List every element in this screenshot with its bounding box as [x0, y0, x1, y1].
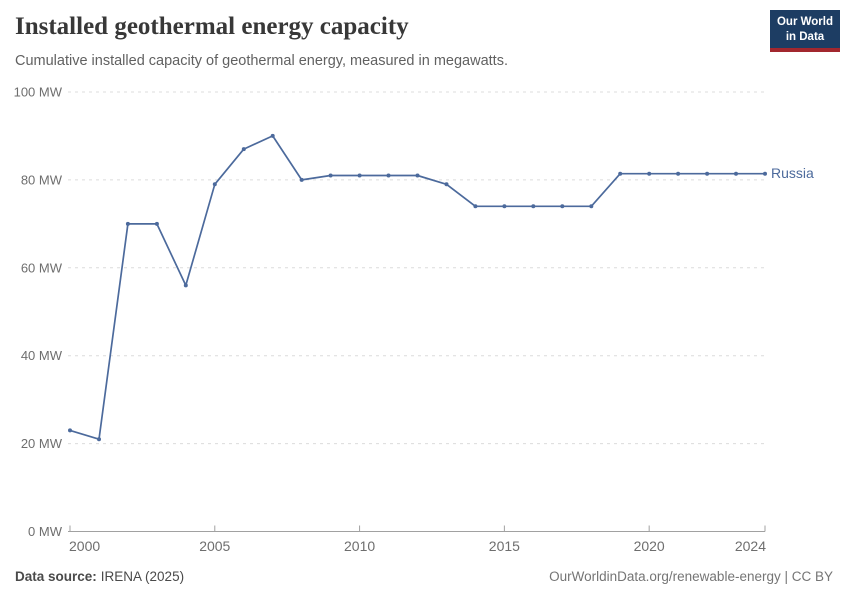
- data-point-marker: [183, 283, 188, 288]
- data-point-marker: [473, 204, 478, 209]
- y-tick-label: 20 MW: [21, 436, 63, 451]
- data-point-marker: [212, 182, 217, 187]
- x-tick-label: 2020: [634, 538, 665, 554]
- data-point-marker: [328, 173, 333, 178]
- data-point-marker: [68, 428, 72, 433]
- data-point-marker: [270, 133, 275, 138]
- x-tick-label: 2015: [489, 538, 520, 554]
- data-point-marker: [618, 171, 623, 176]
- data-source-label: Data source:: [15, 569, 97, 584]
- data-point-marker: [502, 204, 507, 209]
- data-point-marker: [531, 204, 536, 209]
- series-end-label: Russia: [771, 165, 814, 181]
- x-tick-label: 2024: [735, 538, 766, 554]
- data-point-marker: [154, 221, 159, 226]
- x-tick-label: 2005: [199, 538, 230, 554]
- data-point-marker: [763, 171, 767, 176]
- data-point-marker: [705, 171, 710, 176]
- data-point-marker: [97, 437, 101, 442]
- license-link[interactable]: OurWorldinData.org/renewable-energy | CC…: [549, 569, 833, 584]
- data-point-marker: [415, 173, 420, 178]
- data-point-marker: [357, 173, 362, 178]
- data-point-marker: [647, 171, 652, 176]
- data-point-marker: [386, 173, 391, 178]
- data-source: Data source: IRENA (2025): [15, 569, 184, 584]
- owid-logo-line2: in Data: [785, 30, 825, 43]
- y-tick-label: 40 MW: [21, 348, 63, 363]
- y-tick-label: 60 MW: [21, 260, 63, 275]
- y-tick-label: 0 MW: [28, 524, 63, 539]
- owid-logo-line1: Our World: [776, 16, 833, 28]
- owid-logo[interactable]: Our World in Data: [770, 10, 840, 52]
- y-tick-label: 80 MW: [21, 172, 63, 187]
- data-point-marker: [589, 204, 594, 209]
- data-point-marker: [299, 177, 304, 182]
- chart-subtitle: Cumulative installed capacity of geother…: [15, 53, 508, 69]
- data-point-marker: [560, 204, 565, 209]
- data-point-marker: [125, 221, 130, 226]
- page-title: Installed geothermal energy capacity: [15, 13, 409, 40]
- data-point-marker: [241, 147, 246, 152]
- data-point-marker: [444, 182, 449, 187]
- data-source-value: IRENA (2025): [100, 569, 185, 584]
- data-point-marker: [734, 171, 738, 176]
- x-tick-label: 2010: [344, 538, 375, 554]
- series-line-russia: [69, 135, 765, 441]
- x-tick-label: 2000: [69, 538, 100, 554]
- data-point-marker: [676, 171, 681, 176]
- y-tick-label: 100 MW: [14, 85, 63, 100]
